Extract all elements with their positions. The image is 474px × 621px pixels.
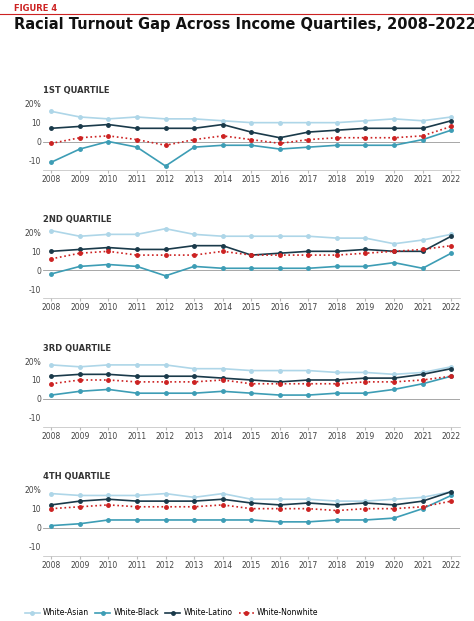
Text: Racial Turnout Gap Across Income Quartiles, 2008–2022: Racial Turnout Gap Across Income Quartil… <box>14 17 474 32</box>
Text: 3RD QUARTILE: 3RD QUARTILE <box>43 344 110 353</box>
Legend: White-Asian, White-Black, White-Latino, White-Nonwhite: White-Asian, White-Black, White-Latino, … <box>21 605 321 620</box>
Text: 2ND QUARTILE: 2ND QUARTILE <box>43 215 111 224</box>
Text: 4TH QUARTILE: 4TH QUARTILE <box>43 473 110 481</box>
Text: FIGURE 4: FIGURE 4 <box>14 4 57 13</box>
Text: 1ST QUARTILE: 1ST QUARTILE <box>43 86 109 96</box>
